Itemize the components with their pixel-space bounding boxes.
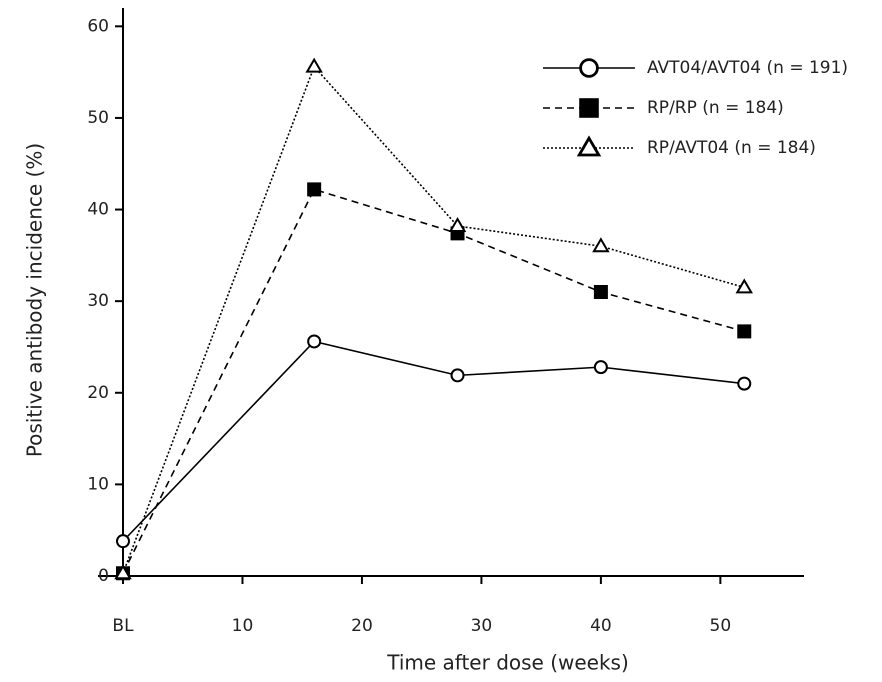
- y-tick-label: 0: [98, 566, 109, 586]
- marker: [114, 564, 132, 580]
- legend-label: RP/AVT04 (n = 184): [647, 138, 816, 158]
- marker: [592, 237, 610, 253]
- x-tick-label: 10: [232, 616, 254, 636]
- y-axis-label: Positive antibody incidence (%): [23, 143, 47, 457]
- marker: [579, 98, 599, 118]
- marker: [450, 368, 465, 383]
- y-tick-label: 10: [87, 474, 109, 494]
- y-tick-label: 40: [87, 200, 109, 220]
- x-tick-label: 20: [351, 616, 373, 636]
- y-tick-label: 60: [87, 16, 109, 36]
- x-tick-label: 40: [590, 616, 612, 636]
- x-tick-label: 30: [471, 616, 493, 636]
- series-line: [122, 188, 745, 574]
- marker: [737, 324, 752, 339]
- marker: [735, 278, 754, 294]
- legend-label: AVT04/AVT04 (n = 191): [647, 58, 848, 78]
- x-tick-label: BL: [112, 616, 134, 636]
- legend-label: RP/RP (n = 184): [647, 98, 784, 118]
- x-tick-label: 50: [710, 616, 732, 636]
- marker: [307, 182, 322, 197]
- marker: [576, 135, 602, 157]
- marker: [593, 285, 608, 299]
- marker: [448, 217, 467, 233]
- x-axis-label: Time after dose (weeks): [386, 651, 629, 675]
- series-line: [122, 340, 745, 542]
- series-line: [122, 65, 745, 574]
- marker: [305, 57, 323, 73]
- marker: [116, 534, 130, 549]
- marker: [579, 58, 599, 78]
- y-tick-label: 50: [87, 108, 109, 128]
- y-tick-label: 30: [87, 291, 109, 311]
- y-tick-label: 20: [87, 383, 109, 403]
- marker: [593, 360, 608, 375]
- marker: [737, 376, 752, 391]
- marker: [307, 334, 322, 349]
